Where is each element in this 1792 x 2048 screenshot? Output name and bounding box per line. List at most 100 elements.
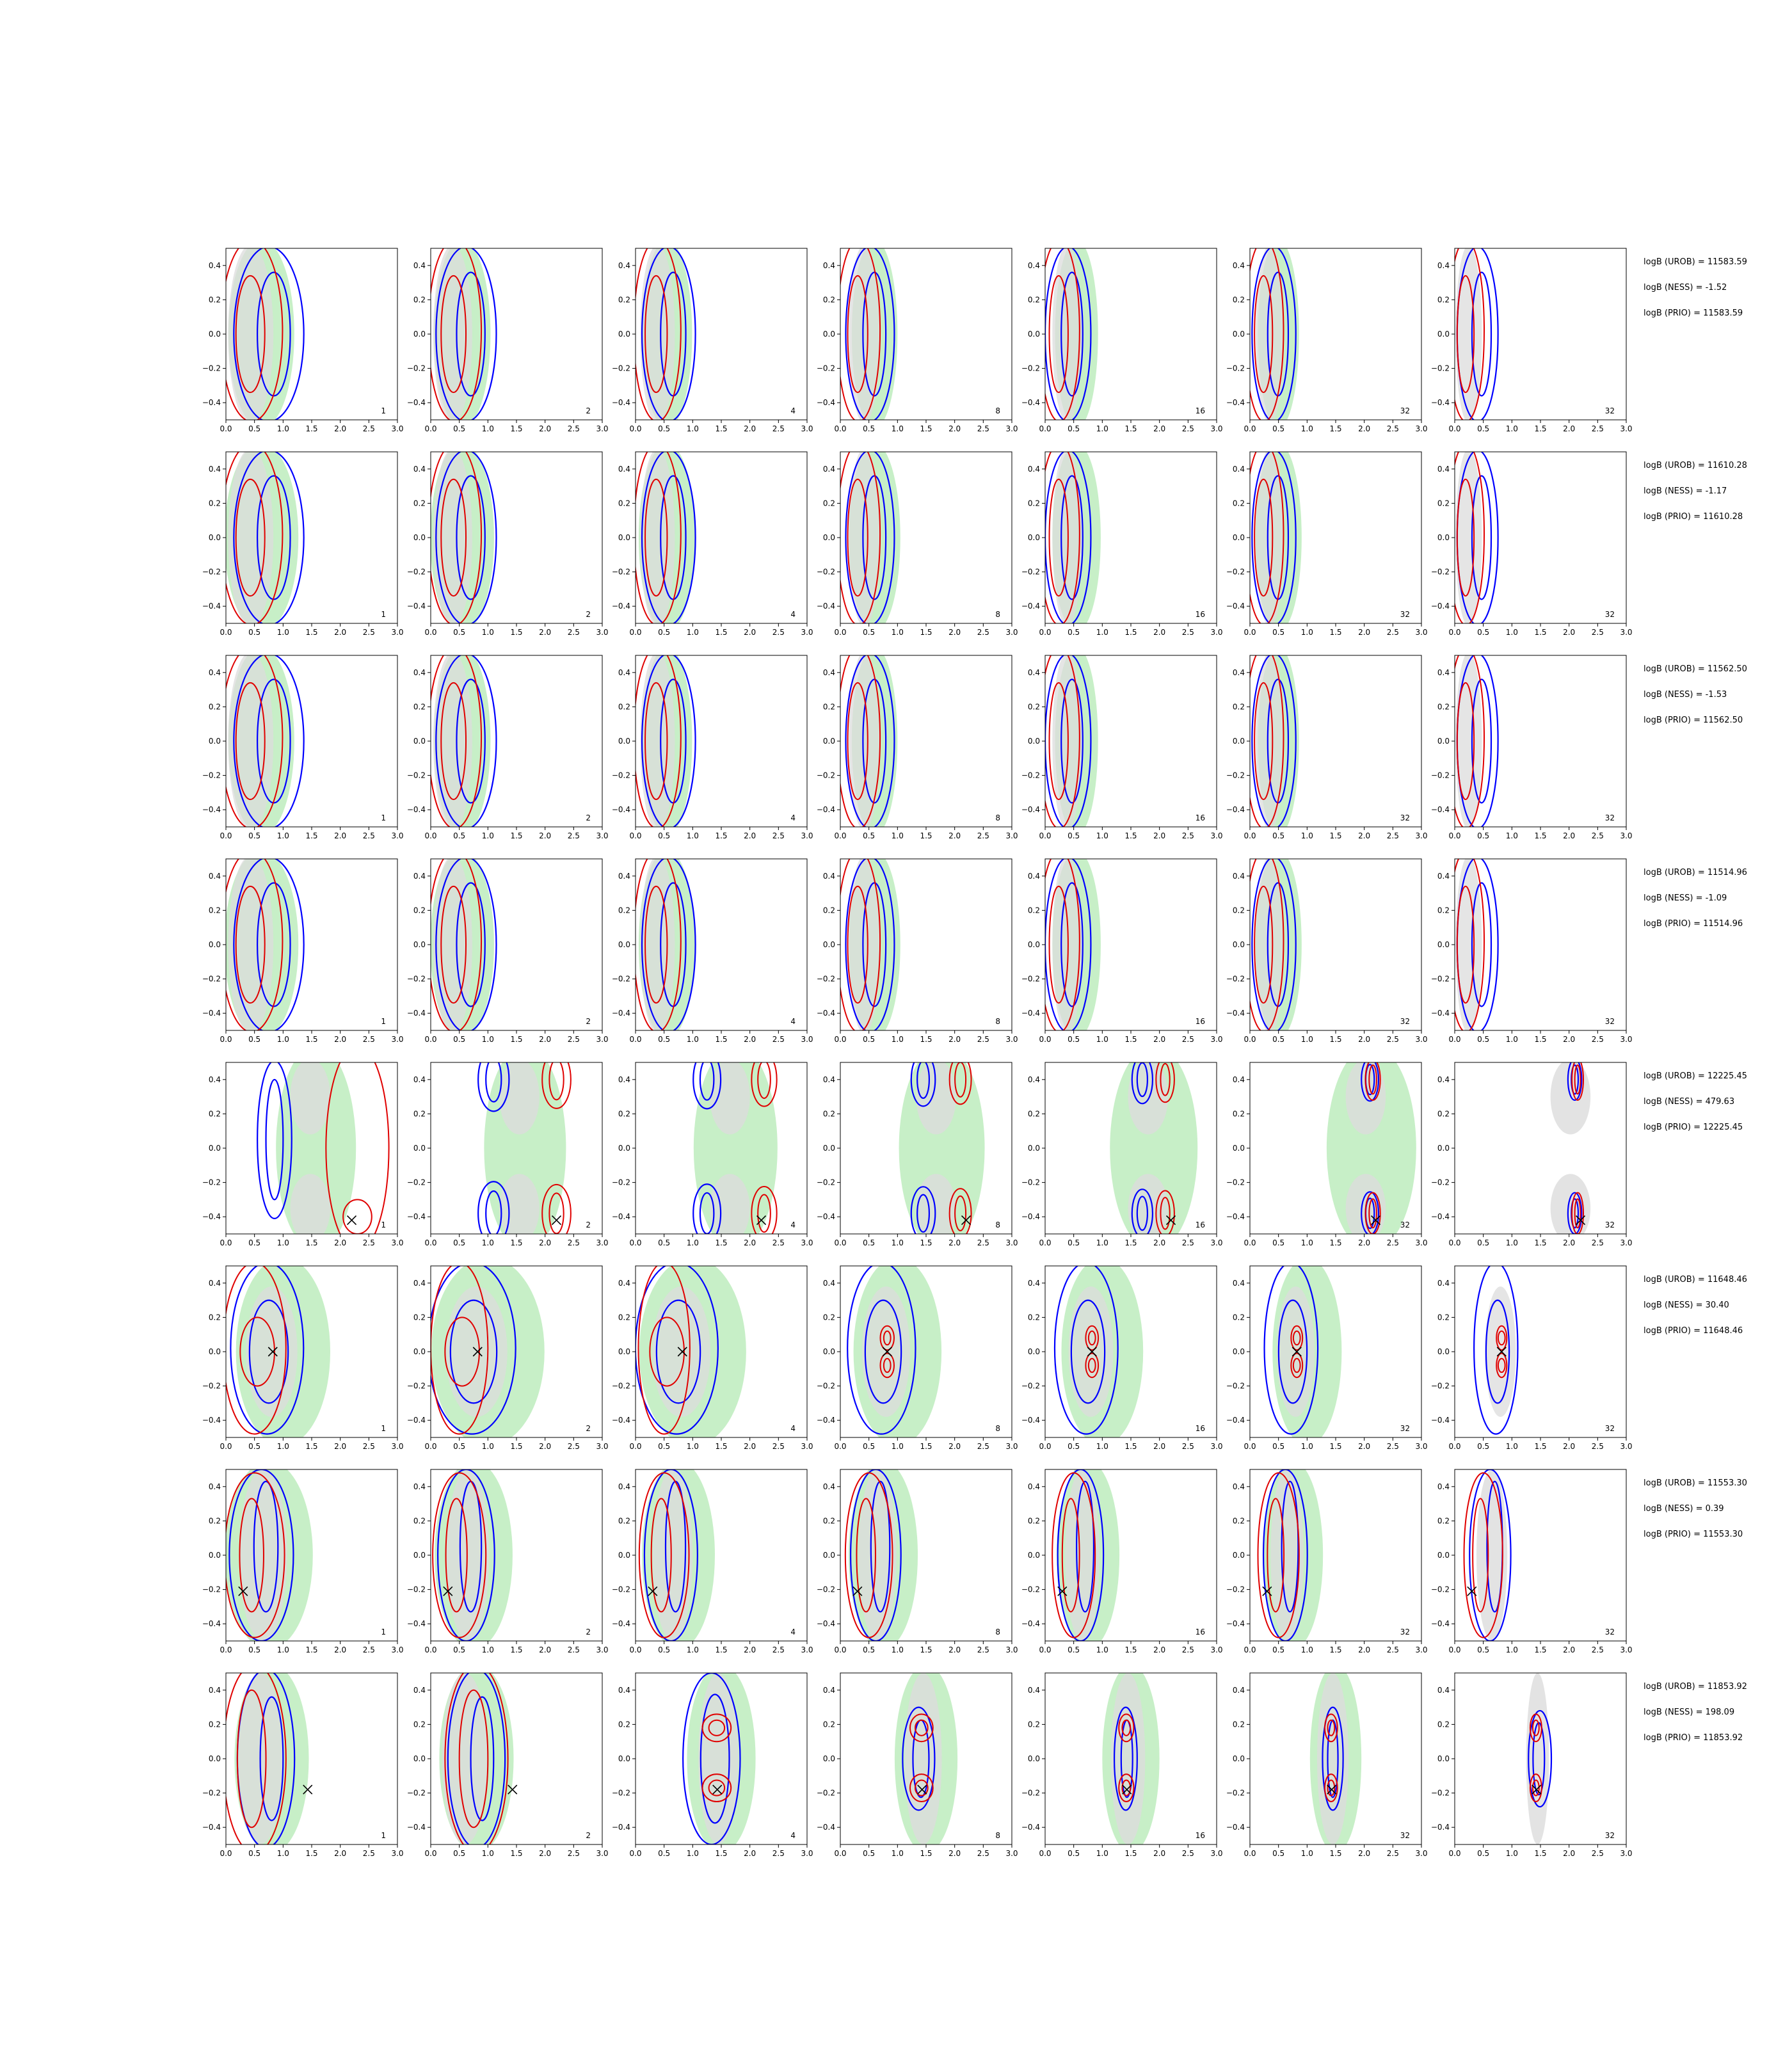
- blue-outer-contour: [847, 1266, 916, 1435]
- logb-annotation: logB (NESS) = 30.40: [1644, 1300, 1729, 1310]
- y-tick-label: 0.0: [209, 737, 221, 746]
- y-tick-label: 0.4: [413, 1482, 426, 1491]
- x-tick-label: 1.0: [687, 831, 699, 840]
- x-tick-label: 2.0: [1358, 1238, 1370, 1247]
- blue-inner-contour: [1471, 271, 1492, 397]
- y-tick-label: 0.0: [1437, 940, 1450, 949]
- y-tick-label: 0.2: [618, 499, 630, 508]
- red-inner-contour: [1087, 1330, 1096, 1346]
- x-tick-label: 2.0: [539, 424, 551, 433]
- x-tick-label: 0.5: [1477, 1238, 1489, 1247]
- x-tick-label: 2.5: [1592, 628, 1604, 637]
- panel-r3-c0: 0.4 0.2 0.0 −0.2 −0.4 0.0 0.5 1.0 1.5 2.0 2.5 3.0 1: [202, 858, 404, 1044]
- y-tick-label: 0.4: [209, 465, 221, 474]
- x-tick-label: 0.0: [629, 424, 641, 433]
- iteration-label: 2: [586, 1220, 591, 1229]
- grey-region: [848, 452, 881, 623]
- x-tick-label: 1.0: [892, 1035, 904, 1044]
- y-tick-label: −0.4: [612, 1823, 630, 1832]
- iteration-label: 1: [381, 1424, 386, 1433]
- y-tick-label: −0.2: [1021, 1585, 1040, 1594]
- blue-outer-contour: [641, 452, 696, 623]
- iteration-label: 32: [1605, 610, 1615, 619]
- y-tick-label: −0.4: [407, 805, 426, 814]
- iteration-label: 32: [1400, 1017, 1410, 1026]
- x-tick-label: 2.0: [1563, 1849, 1575, 1858]
- y-tick-label: 0.2: [1437, 702, 1450, 711]
- red-inner-contour: [1327, 1719, 1336, 1736]
- x-tick-label: 3.0: [1415, 1645, 1427, 1654]
- panel-r4-c3: 0.4 0.2 0.0 −0.2 −0.4 0.0 0.5 1.0 1.5 2.0 2.5 3.0 8: [817, 1062, 1018, 1247]
- x-tick-label: 2.5: [363, 1238, 375, 1247]
- y-tick-label: −0.2: [202, 771, 221, 780]
- y-tick-label: 0.0: [1437, 1754, 1450, 1763]
- red-inner-contour: [1254, 275, 1274, 394]
- red-inner-contour: [1472, 1498, 1489, 1613]
- y-tick-label: 0.0: [1028, 940, 1040, 949]
- x-tick-label: 3.0: [1620, 1035, 1632, 1044]
- y-tick-label: 0.0: [209, 1551, 221, 1560]
- x-tick-label: 0.5: [1272, 424, 1284, 433]
- y-tick-label: −0.4: [1021, 1823, 1040, 1832]
- true-value-marker: [1057, 1586, 1068, 1596]
- blue-inner-contour: [485, 1190, 502, 1234]
- x-tick-label: 0.5: [863, 1645, 875, 1654]
- x-tick-label: 0.5: [453, 424, 465, 433]
- x-tick-label: 1.5: [1534, 1035, 1546, 1044]
- y-tick-label: −0.2: [817, 975, 835, 984]
- panel-plot-area: [432, 1469, 513, 1641]
- red-inner-contour: [1048, 682, 1069, 801]
- panel-plot-area: [636, 655, 696, 827]
- x-tick-label: 2.5: [1592, 1035, 1604, 1044]
- panel-r3-c2: 0.4 0.2 0.0 −0.2 −0.4 0.0 0.5 1.0 1.5 2.0 2.5 3.0 4: [612, 858, 813, 1044]
- red-inner-contour: [548, 1062, 564, 1101]
- logb-annotation: logB (PRIO) = 11583.59: [1644, 308, 1743, 318]
- x-tick-label: 1.5: [305, 1442, 317, 1451]
- y-tick-label: −0.4: [612, 1416, 630, 1425]
- red-outer-contour: [1052, 1472, 1096, 1638]
- x-tick-label: 0.5: [1477, 424, 1489, 433]
- panel-plot-area: [840, 655, 898, 827]
- x-tick-label: 0.5: [1068, 628, 1080, 637]
- red-outer-contour: [1155, 1190, 1175, 1234]
- red-inner-contour: [644, 478, 668, 597]
- x-tick-label: 0.5: [1068, 424, 1080, 433]
- x-tick-label: 2.0: [334, 831, 346, 840]
- y-tick-label: −0.2: [1431, 1178, 1450, 1187]
- grey-region: [848, 248, 881, 420]
- x-tick-label: 0.0: [1244, 1849, 1256, 1858]
- red-inner-contour: [954, 1195, 967, 1231]
- panel-r6-c3: 0.4 0.2 0.0 −0.2 −0.4 0.0 0.5 1.0 1.5 2.0 2.5 3.0 8: [817, 1469, 1018, 1654]
- red-inner-contour: [235, 275, 266, 394]
- y-tick-label: 0.2: [1233, 1313, 1245, 1322]
- x-tick-label: 2.0: [334, 1849, 346, 1858]
- y-tick-label: −0.2: [407, 568, 426, 577]
- y-tick-label: −0.4: [612, 398, 630, 407]
- y-tick-label: −0.4: [407, 1823, 426, 1832]
- red-inner-contour: [644, 275, 668, 394]
- grey-region: [916, 1174, 956, 1234]
- iteration-label: 1: [381, 1220, 386, 1229]
- y-tick-label: 0.2: [209, 702, 221, 711]
- x-tick-label: 2.0: [1153, 1035, 1165, 1044]
- red-inner-contour: [1532, 1779, 1540, 1796]
- logb-annotation: logB (UROB) = 12225.45: [1644, 1071, 1747, 1081]
- y-tick-label: 0.2: [823, 1109, 835, 1118]
- x-tick-label: 1.0: [1096, 1238, 1108, 1247]
- y-tick-label: −0.4: [1431, 602, 1450, 611]
- x-tick-label: 1.5: [1124, 1035, 1137, 1044]
- y-tick-label: 0.2: [413, 906, 426, 915]
- panel-r4-c6: 0.4 0.2 0.0 −0.2 −0.4 0.0 0.5 1.0 1.5 2.0 2.5 3.0 32: [1431, 1062, 1633, 1247]
- red-outer-contour: [1250, 655, 1284, 827]
- y-tick-label: 0.0: [1437, 1347, 1450, 1356]
- y-tick-label: 0.2: [209, 1313, 221, 1322]
- y-tick-label: 0.2: [823, 702, 835, 711]
- x-tick-label: 3.0: [596, 1645, 608, 1654]
- x-tick-label: 0.0: [1448, 1035, 1460, 1044]
- x-tick-label: 2.5: [363, 424, 375, 433]
- panel-r6-c1: 0.4 0.2 0.0 −0.2 −0.4 0.0 0.5 1.0 1.5 2.0 2.5 3.0 2: [407, 1469, 609, 1654]
- red-inner-contour: [440, 885, 467, 1004]
- red-outer-contour: [1085, 1325, 1100, 1351]
- x-tick-label: 3.0: [801, 628, 813, 637]
- x-tick-label: 1.5: [305, 1035, 317, 1044]
